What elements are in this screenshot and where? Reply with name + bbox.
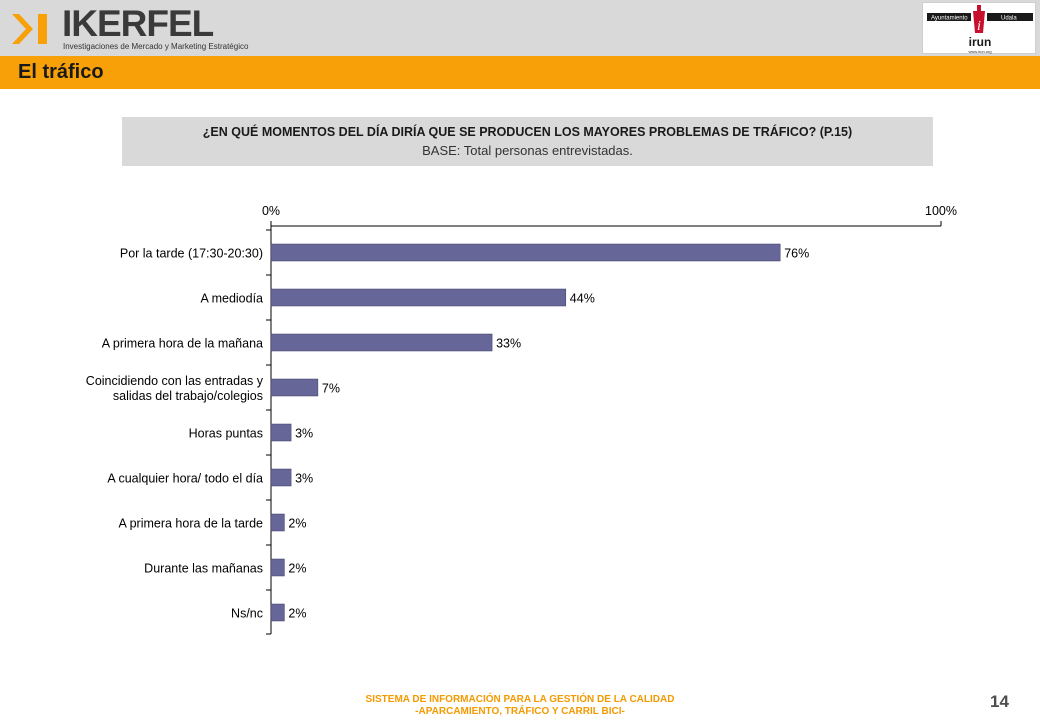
value-label: 3% [295, 427, 313, 441]
bar [270, 558, 285, 577]
category-label: A mediodía [200, 292, 263, 306]
category-label: Durante las mañanas [144, 562, 263, 576]
value-label: 2% [288, 517, 306, 531]
bar [270, 288, 567, 307]
city-url: www.irun.org [968, 49, 991, 54]
section-title-bar: El tráfico [0, 56, 1040, 89]
svg-text:i: i [977, 19, 981, 34]
value-label: 76% [784, 247, 809, 261]
brand-name: IKERFEL [62, 3, 214, 44]
city-crest-icon: Ayuntamiento Udala i irun www.irun.org [927, 5, 1033, 54]
value-label: 2% [288, 562, 306, 576]
bar [270, 603, 285, 622]
category-label: Horas puntas [189, 427, 263, 441]
brand-tagline: Investigaciones de Mercado y Marketing E… [63, 42, 249, 51]
ikerfel-logo-icon [12, 14, 47, 44]
question-base: BASE: Total personas entrevistadas. [422, 143, 633, 158]
category-label: A primera hora de la tarde [118, 517, 263, 531]
footer: SISTEMA DE INFORMACIÓN PARA LA GESTIÓN D… [270, 694, 770, 718]
x-tick-label: 0% [262, 204, 280, 218]
city-left-label: Ayuntamiento [931, 16, 968, 22]
category-label: Coincidiendo con las entradas y salidas d… [86, 374, 264, 403]
value-label: 7% [322, 382, 340, 396]
bar [270, 513, 285, 532]
bar [270, 378, 319, 397]
question-box: ¿EN QUÉ MOMENTOS DEL DÍA DIRÍA QUE SE PR… [122, 117, 933, 166]
city-name: irun [969, 35, 992, 49]
value-label: 3% [295, 472, 313, 486]
city-logo: Ayuntamiento Udala i irun www.irun.org [922, 2, 1036, 54]
bar-chart: 0% 100% 76% Por la tarde (17:30-20:30) 44% A … [86, 204, 957, 635]
category-label: Ns/nc [231, 607, 263, 621]
footer-line-2: -APARCAMIENTO, TRÁFICO Y CARRIL BICI- [415, 706, 625, 717]
value-label: 2% [288, 607, 306, 621]
bar [270, 468, 292, 487]
header-bar: IKERFEL Investigaciones de Mercado y Mar… [0, 0, 1040, 56]
x-tick-label: 100% [925, 204, 957, 218]
category-label: A primera hora de la mañana [102, 337, 263, 351]
bar [270, 333, 493, 352]
category-label: A cualquier hora/ todo el día [107, 472, 263, 486]
category-label: Por la tarde (17:30-20:30) [120, 247, 263, 261]
bar [270, 423, 292, 442]
question-text: ¿EN QUÉ MOMENTOS DEL DÍA DIRÍA QUE SE PR… [202, 125, 853, 139]
page-number: 14 [990, 692, 1009, 711]
bar [270, 243, 781, 262]
footer-line-1: SISTEMA DE INFORMACIÓN PARA LA GESTIÓN D… [365, 694, 675, 705]
value-label: 33% [496, 337, 521, 351]
value-label: 44% [570, 292, 595, 306]
city-right-label: Udala [1001, 16, 1017, 22]
section-title: El tráfico [18, 61, 104, 83]
